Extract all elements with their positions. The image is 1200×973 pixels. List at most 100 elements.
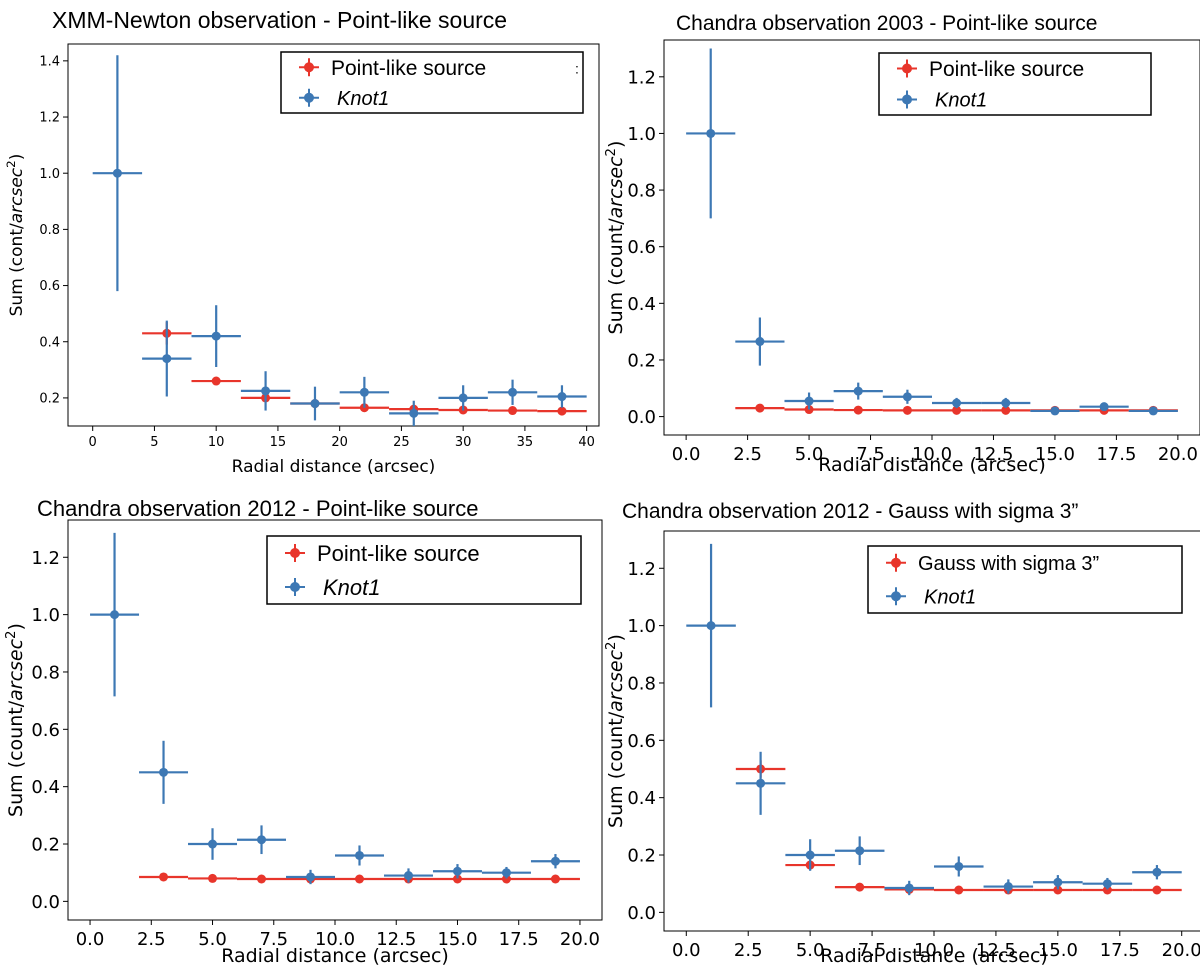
x-tick-label: 7.5 xyxy=(858,940,887,961)
x-tick-label: 15.0 xyxy=(437,929,477,950)
x-axis-label: Radial distance (arcsec) xyxy=(820,945,1048,967)
y-tick-label: 1.2 xyxy=(627,67,656,88)
data-point xyxy=(1102,879,1112,889)
data-point xyxy=(952,405,962,415)
data-point xyxy=(1152,885,1162,895)
y-tick-label: 1.0 xyxy=(627,124,656,145)
x-tick-label: 20 xyxy=(331,435,348,450)
x-tick-label: 5.0 xyxy=(795,444,824,465)
data-point xyxy=(755,337,765,347)
x-tick-label: 5 xyxy=(150,435,158,450)
y-tick-label: 1.0 xyxy=(627,616,656,637)
legend-label: Point-like source xyxy=(317,541,480,566)
x-tick-label: 15 xyxy=(270,435,287,450)
data-point xyxy=(1152,867,1162,877)
data-point xyxy=(1001,398,1011,408)
y-axis-label: Sum (cont/arcsec2) xyxy=(4,154,27,317)
legend: Point-like source Knot1: xyxy=(280,51,584,114)
data-point xyxy=(706,128,716,138)
legend-stray-mark: : xyxy=(575,60,579,76)
data-point xyxy=(804,396,814,406)
data-point xyxy=(452,874,462,884)
data-point xyxy=(550,874,560,884)
chart-title: Chandra observation 2003 - Point-like so… xyxy=(676,12,1097,35)
legend-marker-dot xyxy=(902,94,912,105)
data-point xyxy=(359,387,369,397)
data-point xyxy=(1053,877,1063,887)
y-tick-label: 0.0 xyxy=(627,903,656,924)
x-tick-label: 15.0 xyxy=(1038,940,1078,961)
data-point xyxy=(1001,405,1011,415)
legend-marker-dot xyxy=(304,62,314,73)
legend-marker-dot xyxy=(891,557,901,568)
y-tick-label: 0.6 xyxy=(627,731,656,752)
x-tick-label: 2.5 xyxy=(733,444,762,465)
chart-title: XMM-Newton observation - Point-like sour… xyxy=(52,7,507,33)
data-point xyxy=(159,767,169,777)
data-point xyxy=(954,885,964,895)
y-tick-label: 1.0 xyxy=(39,167,60,182)
x-tick-label: 40 xyxy=(578,435,595,450)
y-tick-label: 0.2 xyxy=(627,845,656,866)
x-tick-label: 12.5 xyxy=(976,940,1016,961)
legend-box xyxy=(266,535,582,605)
legend: Gauss with sigma 3” Knot1 xyxy=(867,545,1183,614)
data-point xyxy=(1053,885,1063,895)
chart-title: Chandra observation 2012 - Point-like so… xyxy=(37,496,478,521)
data-point xyxy=(452,866,462,876)
y-tick-label: 1.2 xyxy=(627,559,656,580)
y-tick-label: 1.2 xyxy=(31,548,60,569)
x-tick-label: 20.0 xyxy=(1158,444,1198,465)
x-tick-label: 7.5 xyxy=(259,929,288,950)
y-tick-label: 0.6 xyxy=(627,237,656,258)
data-point xyxy=(557,406,567,416)
series-blue xyxy=(686,48,1178,416)
legend-label: Gauss with sigma 3” xyxy=(918,553,1099,575)
legend: Point-like source Knot1 xyxy=(266,535,582,605)
data-point xyxy=(208,839,218,849)
x-tick-label: 2.5 xyxy=(137,929,166,950)
data-point xyxy=(952,398,962,408)
x-tick-label: 25 xyxy=(393,435,410,450)
data-point xyxy=(902,392,912,402)
legend-box xyxy=(280,51,584,114)
legend-marker-dot xyxy=(902,63,912,74)
legend-box xyxy=(867,545,1183,614)
data-point xyxy=(706,621,716,631)
legend-marker-dot xyxy=(290,582,300,592)
data-point xyxy=(306,872,316,882)
data-point xyxy=(211,376,221,386)
data-point xyxy=(112,168,122,178)
y-tick-label: 0.2 xyxy=(39,392,60,407)
data-point xyxy=(855,882,865,892)
data-point xyxy=(557,392,567,402)
x-tick-label: 17.5 xyxy=(499,929,539,950)
x-tick-label: 20.0 xyxy=(560,929,600,950)
x-tick-label: 0.0 xyxy=(672,444,701,465)
legend-label: Knot1 xyxy=(323,575,381,600)
legend-label: Knot1 xyxy=(337,88,389,110)
x-axis-label: Radial distance (arcsec) xyxy=(818,454,1046,476)
legend-label: Knot1 xyxy=(935,90,987,112)
x-tick-label: 2.5 xyxy=(734,940,763,961)
series-blue xyxy=(686,543,1182,896)
x-tick-label: 0.0 xyxy=(672,940,701,961)
data-point xyxy=(261,386,271,396)
x-axis-label: Radial distance (arcsec) xyxy=(221,945,449,967)
plot-frame xyxy=(67,43,600,427)
x-tick-label: 7.5 xyxy=(856,444,885,465)
legend-marker-dot xyxy=(891,591,901,602)
series-red xyxy=(735,760,1182,895)
chart-chandra-2012-point: Chandra observation 2012 - Point-like so… xyxy=(4,496,603,967)
x-tick-label: 0.0 xyxy=(76,929,105,950)
chart-chandra-2003: Chandra observation 2003 - Point-like so… xyxy=(604,12,1200,476)
data-point xyxy=(1050,406,1060,416)
y-axis-label: Sum (count/arcsec2) xyxy=(4,623,27,817)
data-point xyxy=(855,846,865,856)
data-point xyxy=(458,393,468,403)
x-tick-label: 17.5 xyxy=(1100,940,1140,961)
data-point xyxy=(1102,885,1112,895)
y-tick-label: 0.8 xyxy=(627,673,656,694)
y-tick-label: 0.6 xyxy=(31,720,60,741)
y-axis-label: Sum (count/arcsec2) xyxy=(604,141,627,335)
